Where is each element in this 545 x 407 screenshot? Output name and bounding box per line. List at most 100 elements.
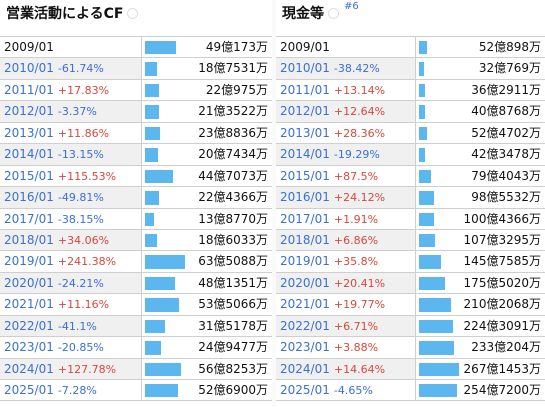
period-date: 2009/01: [280, 40, 330, 54]
period-date[interactable]: 2019/01: [280, 254, 330, 269]
yoy-change: -7.28%: [57, 384, 97, 397]
yoy-change: +3.88%: [333, 341, 379, 355]
info-icon[interactable]: [127, 7, 139, 19]
value-bar: [145, 384, 179, 398]
value-cell: 107億3295万: [417, 230, 545, 250]
value-bar: [145, 362, 181, 376]
value-bar: [419, 212, 435, 226]
value-cell: 52億898万: [417, 37, 545, 57]
yoy-change: -4.65%: [333, 384, 373, 397]
amount-value: 52億6900万: [198, 383, 268, 397]
date-cell: 2014/01 -13.15%: [0, 144, 142, 165]
period-date[interactable]: 2016/01: [280, 190, 330, 205]
amount-value: 20億7434万: [198, 147, 268, 162]
yoy-change: -3.37%: [57, 105, 97, 119]
value-cell: 233億204万: [417, 337, 545, 357]
table-row: 2023/01 +3.88% 233億204万: [276, 337, 545, 359]
period-date[interactable]: 2017/01: [4, 211, 54, 226]
value-cell: 44億7073万: [143, 166, 272, 186]
date-cell: 2012/01 +12.64%: [276, 101, 416, 122]
cash-table: 2009/01 52億898万 2010/01 -38.42% 32億769万 2011/…: [276, 36, 545, 402]
period-date[interactable]: 2016/01: [4, 190, 54, 205]
table-row: 2016/01 +24.12% 98億5532万: [276, 187, 545, 209]
period-date[interactable]: 2013/01: [280, 125, 330, 140]
period-date[interactable]: 2013/01: [4, 125, 54, 140]
footnote-link[interactable]: #6: [344, 1, 359, 12]
period-date[interactable]: 2010/01: [280, 61, 330, 76]
value-cell: 32億769万: [417, 58, 545, 78]
table-row: 2016/01 -49.81% 22億4366万: [0, 187, 272, 209]
period-date[interactable]: 2014/01: [4, 147, 54, 162]
yoy-change: +127.78%: [57, 362, 117, 376]
amount-value: 24億9477万: [198, 340, 268, 355]
period-date[interactable]: 2011/01: [4, 82, 54, 97]
yoy-change: -24.21%: [57, 276, 104, 290]
period-date[interactable]: 2011/01: [280, 82, 330, 97]
yoy-change: +34.06%: [57, 233, 110, 247]
period-date[interactable]: 2024/01: [280, 361, 330, 376]
amount-value: 22億4366万: [198, 190, 268, 205]
info-icon[interactable]: [328, 7, 339, 19]
period-date[interactable]: 2023/01: [280, 340, 330, 355]
period-date[interactable]: 2025/01: [280, 383, 330, 397]
table-row: 2024/01 +14.64% 267億1453万: [276, 358, 545, 380]
amount-value: 53億5066万: [198, 297, 268, 312]
yoy-change: -20.85%: [57, 341, 104, 355]
amount-value: 13億8770万: [198, 211, 268, 226]
value-cell: 24億9477万: [143, 337, 272, 357]
table-row: 2019/01 +35.8% 145億7585万: [276, 251, 545, 273]
value-cell: 18億6033万: [143, 230, 272, 250]
amount-value: 52億4702万: [471, 125, 541, 140]
period-date[interactable]: 2020/01: [280, 275, 330, 290]
value-bar: [145, 191, 159, 205]
period-date[interactable]: 2024/01: [4, 361, 54, 376]
period-date[interactable]: 2019/01: [4, 254, 54, 269]
amount-value: 49億173万: [205, 40, 268, 54]
value-cell: 48億1351万: [143, 273, 272, 293]
operating-cf-title: 営業活動によるCF: [6, 3, 139, 23]
table-row: 2021/01 +11.16% 53億5066万: [0, 294, 272, 316]
value-cell: 98億5532万: [417, 187, 545, 207]
table-row: 2009/01 52億898万: [276, 37, 545, 59]
value-cell: 13億8770万: [143, 209, 272, 229]
value-cell: 267億1453万: [417, 359, 545, 379]
panel-divider: [272, 0, 276, 407]
period-date[interactable]: 2015/01: [280, 168, 330, 183]
period-date[interactable]: 2020/01: [4, 275, 54, 290]
yoy-change: +1.91%: [333, 212, 379, 226]
date-cell: 2009/01: [276, 37, 416, 58]
value-cell: 31億5178万: [143, 316, 272, 336]
period-date[interactable]: 2018/01: [280, 232, 330, 247]
period-date[interactable]: 2010/01: [4, 61, 54, 76]
amount-value: 40億8768万: [471, 104, 541, 119]
period-date[interactable]: 2025/01: [4, 383, 54, 397]
period-date[interactable]: 2014/01: [280, 147, 330, 162]
value-cell: 40億8768万: [417, 101, 545, 121]
value-cell: 22億4366万: [143, 187, 272, 207]
period-date[interactable]: 2022/01: [4, 318, 54, 333]
cash-panel: 現金等 #6 2009/01 52億898万 2010/01 -38.42% 32億76…: [276, 0, 545, 407]
yoy-change: +11.16%: [57, 298, 110, 312]
period-date[interactable]: 2018/01: [4, 232, 54, 247]
period-date[interactable]: 2021/01: [280, 297, 330, 312]
table-row: 2023/01 -20.85% 24億9477万: [0, 337, 272, 359]
period-date[interactable]: 2015/01: [4, 168, 54, 183]
period-date[interactable]: 2017/01: [280, 211, 330, 226]
period-date[interactable]: 2012/01: [280, 104, 330, 119]
period-date[interactable]: 2021/01: [4, 297, 54, 312]
amount-value: 63億5088万: [198, 254, 268, 269]
period-date[interactable]: 2012/01: [4, 104, 54, 119]
table-row: 2020/01 -24.21% 48億1351万: [0, 272, 272, 295]
table-row: 2017/01 -38.15% 13億8770万: [0, 208, 272, 230]
period-date[interactable]: 2022/01: [280, 318, 330, 333]
yoy-change: +35.8%: [333, 255, 379, 269]
period-date[interactable]: 2023/01: [4, 340, 54, 355]
date-cell: 2020/01 +20.41%: [276, 272, 416, 294]
period-date: 2009/01: [4, 40, 54, 54]
value-bar: [419, 276, 446, 291]
yoy-change: +19.77%: [333, 298, 386, 312]
amount-value: 18億6033万: [198, 232, 268, 247]
value-bar: [145, 341, 161, 355]
value-bar: [419, 191, 434, 205]
date-cell: 2023/01 +3.88%: [276, 337, 416, 358]
